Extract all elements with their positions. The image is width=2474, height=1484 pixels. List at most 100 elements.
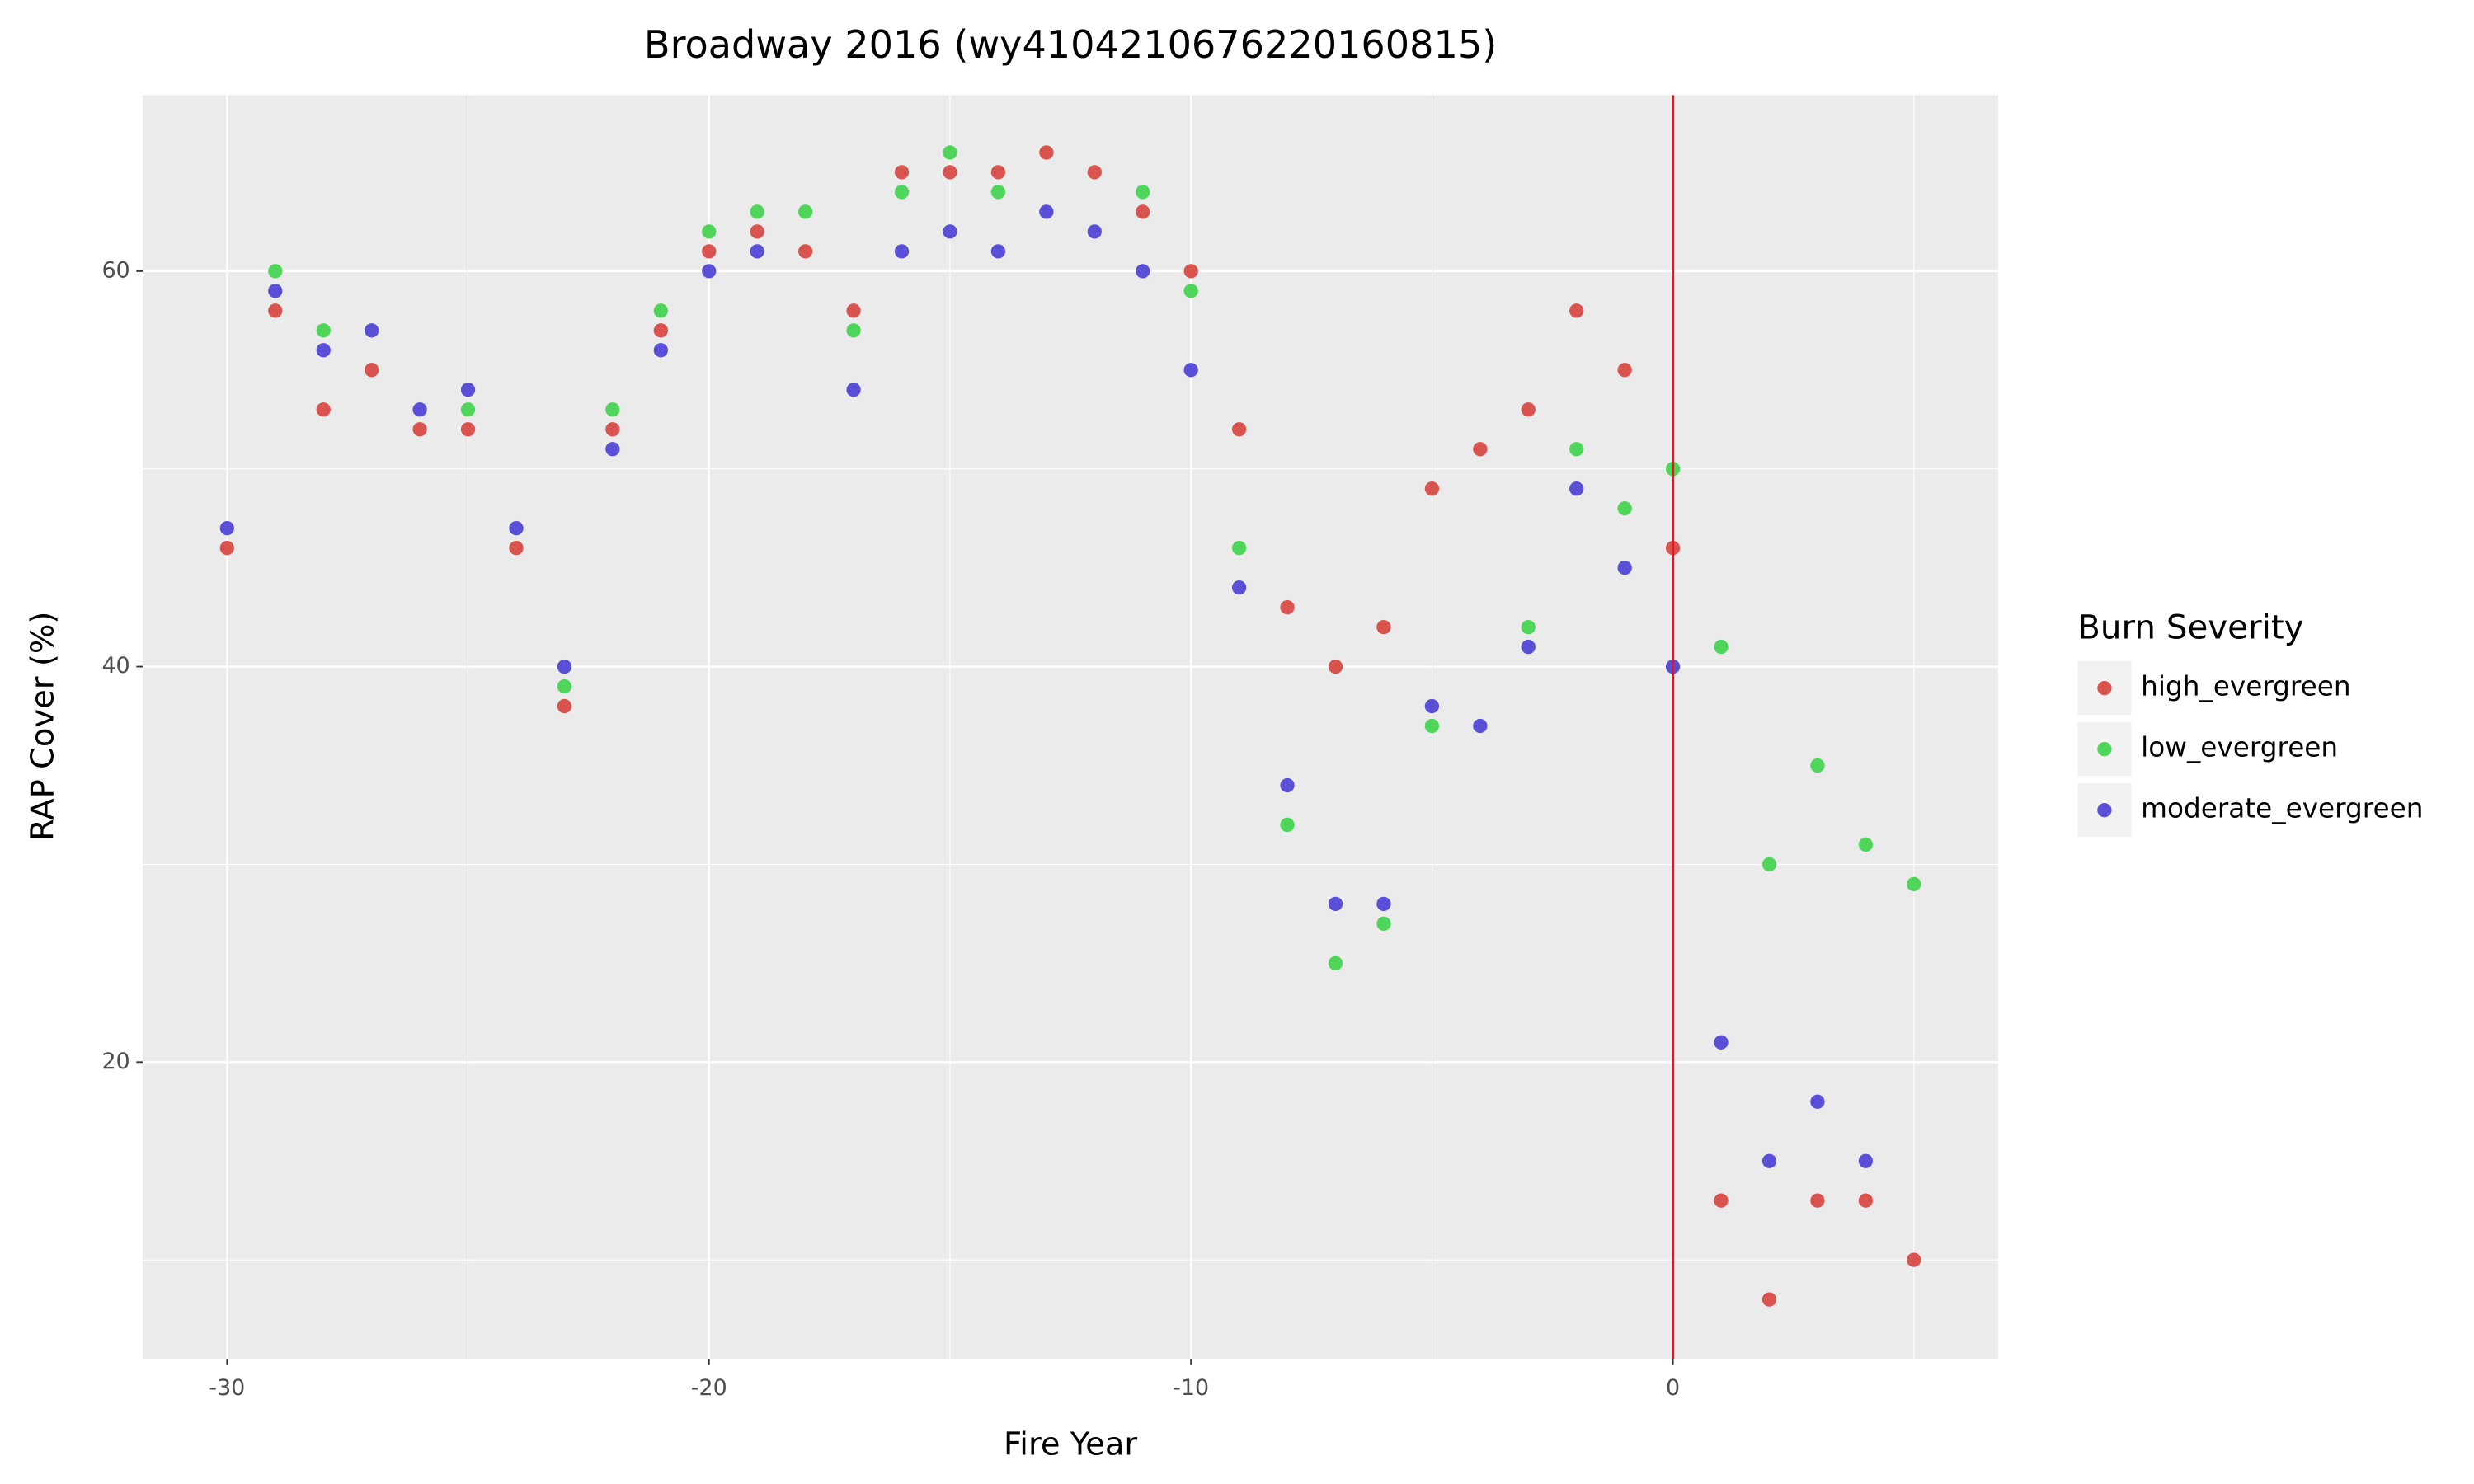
point <box>1424 718 1440 734</box>
legend-marker <box>2097 803 2112 818</box>
y-axis-label: RAP Cover (%) <box>24 612 61 841</box>
point <box>1039 204 1054 219</box>
point <box>1424 481 1440 496</box>
point <box>1810 1193 1825 1208</box>
point <box>1136 204 1150 219</box>
y-tick-label: 40 <box>101 653 129 679</box>
point <box>268 303 283 318</box>
point <box>943 224 957 239</box>
chart-title: Broadway 2016 (wy4104210676220160815) <box>644 22 1497 67</box>
point <box>750 204 764 219</box>
point <box>316 402 331 417</box>
point <box>1858 1193 1874 1208</box>
point <box>1280 777 1295 793</box>
point <box>365 323 379 338</box>
point <box>1328 659 1343 674</box>
legend-marker <box>2097 680 2112 696</box>
point <box>268 264 283 279</box>
point <box>653 343 668 358</box>
y-tick-label: 20 <box>101 1049 129 1074</box>
point <box>509 521 524 536</box>
point <box>1569 303 1584 318</box>
point <box>1424 698 1440 714</box>
point <box>1569 481 1584 496</box>
x-axis-label: Fire Year <box>1004 1425 1137 1463</box>
x-tick-label: -30 <box>209 1375 245 1401</box>
point <box>1617 560 1632 575</box>
point <box>365 363 379 378</box>
point <box>557 698 572 714</box>
point <box>1907 876 1921 892</box>
point <box>846 383 861 397</box>
point <box>1280 817 1295 833</box>
point <box>846 323 861 338</box>
point <box>460 402 476 417</box>
point <box>605 422 620 437</box>
point <box>1617 363 1632 378</box>
point <box>1136 264 1150 279</box>
x-tick-label: 0 <box>1666 1375 1680 1401</box>
point <box>1473 442 1488 457</box>
point <box>1231 422 1247 437</box>
point <box>1714 639 1729 655</box>
legend-title: Burn Severity <box>2077 608 2303 646</box>
point <box>268 284 283 298</box>
point <box>653 323 668 338</box>
point <box>797 244 813 259</box>
point <box>557 679 572 694</box>
point <box>1858 837 1874 852</box>
point <box>316 343 331 358</box>
point <box>1376 916 1391 932</box>
point <box>894 244 910 259</box>
point <box>990 165 1006 180</box>
point <box>1376 619 1391 635</box>
point <box>605 442 620 457</box>
point <box>1183 264 1198 279</box>
point <box>797 204 813 219</box>
point <box>1521 619 1536 635</box>
point <box>1231 580 1247 595</box>
point <box>990 185 1006 200</box>
point <box>557 659 572 674</box>
point <box>1714 1035 1729 1050</box>
point <box>1810 1094 1825 1109</box>
point <box>1183 284 1198 298</box>
point <box>1761 1292 1777 1307</box>
point <box>1521 402 1536 417</box>
y-tick-label: 60 <box>101 257 129 283</box>
point <box>702 244 717 259</box>
point <box>1328 896 1343 912</box>
point <box>460 383 476 397</box>
point <box>1328 956 1343 971</box>
point <box>509 541 524 556</box>
point <box>412 422 427 437</box>
point <box>1473 718 1488 734</box>
point <box>1039 145 1054 160</box>
point <box>460 422 476 437</box>
point <box>1280 599 1295 615</box>
point <box>1569 442 1584 457</box>
point <box>1136 185 1150 200</box>
x-tick-label: -20 <box>691 1375 727 1401</box>
point <box>943 165 957 180</box>
point <box>894 185 910 200</box>
point <box>219 521 235 536</box>
plot-panel <box>143 95 1999 1360</box>
point <box>750 224 764 239</box>
point <box>1810 758 1825 773</box>
point <box>1183 363 1198 378</box>
legend-marker <box>2097 742 2112 757</box>
point <box>1087 224 1102 239</box>
point <box>1231 541 1247 556</box>
x-tick-label: -10 <box>1173 1375 1209 1401</box>
point <box>1087 165 1102 180</box>
point <box>846 303 861 318</box>
point <box>605 402 620 417</box>
point <box>894 165 910 180</box>
point <box>702 264 717 279</box>
point <box>316 323 331 338</box>
point <box>1761 1153 1777 1168</box>
point <box>1521 639 1536 655</box>
point <box>1907 1252 1921 1267</box>
